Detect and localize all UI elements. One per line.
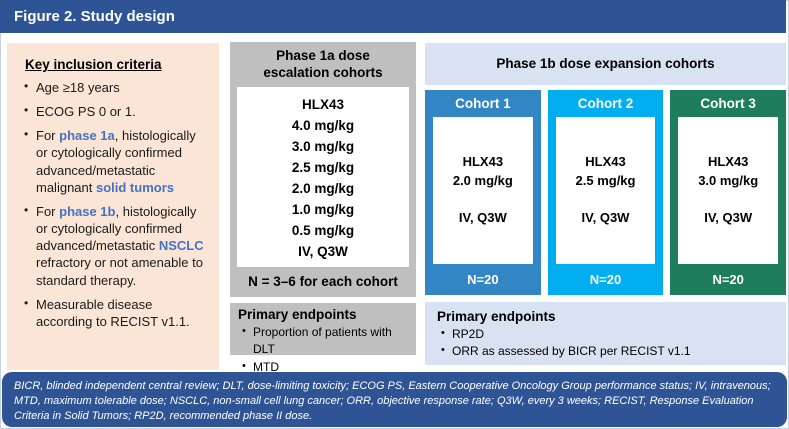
cohort-3-box: Cohort 3 HLX43 3.0 mg/kg IV, Q3W N=20 — [670, 90, 787, 295]
list-item: ECOG PS 0 or 1. — [19, 103, 209, 120]
cohort-1-body: HLX43 2.0 mg/kg IV, Q3W — [433, 117, 533, 264]
inclusion-heading: Key inclusion criteria — [25, 57, 162, 72]
dose-line: 3.0 mg/kg — [291, 138, 355, 154]
accent-text-nsclc: NSCLC — [158, 238, 204, 254]
cohort-2-box: Cohort 2 HLX43 2.5 mg/kg IV, Q3W N=20 — [547, 90, 664, 295]
dose-line: 4.0 mg/kg — [291, 117, 355, 133]
dose-line: 0.5 mg/kg — [291, 222, 355, 238]
cohort-1-n: N=20 — [467, 272, 499, 287]
cohort-3-label: Cohort 3 — [700, 96, 756, 111]
dose-line: HLX43 — [301, 96, 345, 112]
text-segment: , histologically or cytologically confir… — [36, 203, 197, 254]
text-segment: Measurable disease according to RECIST v… — [36, 296, 190, 329]
cohort-1-label: Cohort 1 — [455, 96, 511, 111]
endpoints-list: RP2D ORR as assessed by BICR per RECIST … — [437, 326, 776, 361]
accent-text-phase-1a: phase 1a — [59, 128, 115, 144]
phase-1a-header: Phase 1a dose escalation cohorts — [263, 48, 383, 80]
text-segment: refractory or not amenable to standard t… — [36, 255, 203, 288]
dose-line: IV, Q3W — [298, 243, 348, 259]
text-segment: ECOG PS 0 or 1. — [36, 104, 136, 120]
cohort-dose: 2.5 mg/kg — [575, 173, 636, 189]
dose-line: 2.0 mg/kg — [291, 180, 355, 196]
accent-text-solid-tumors: solid tumors — [95, 179, 174, 195]
list-item: For phase 1a, histologically or cytologi… — [19, 127, 209, 196]
list-item: MTD — [238, 359, 410, 376]
list-item: For phase 1b, histologically or cytologi… — [19, 203, 209, 289]
cohort-3-body: HLX43 3.0 mg/kg IV, Q3W — [678, 117, 779, 264]
dose-line: 2.5 mg/kg — [291, 159, 355, 175]
cohort-2-label: Cohort 2 — [577, 96, 634, 111]
endpoints-list: Proportion of patients with DLT MTD — [238, 324, 410, 376]
list-item: Measurable disease according to RECIST v… — [19, 296, 209, 330]
phase-1a-panel: Phase 1a dose escalation cohorts HLX43 4… — [230, 42, 416, 297]
cohort-dose: 3.0 mg/kg — [698, 173, 759, 189]
phase-1b-header: Phase 1b dose expansion cohorts — [425, 43, 786, 85]
list-item: Age ≥18 years — [19, 79, 209, 96]
cohort-drug: HLX43 — [707, 154, 749, 170]
phase-1b-cohorts-row: Cohort 1 HLX43 2.0 mg/kg IV, Q3W N=20 Co… — [425, 90, 787, 295]
phase-1a-dose-box: HLX43 4.0 mg/kg 3.0 mg/kg 2.5 mg/kg 2.0 … — [237, 86, 409, 267]
endpoints-heading: Primary endpoints — [437, 309, 556, 324]
text-segment: For — [36, 203, 60, 219]
dose-line: 1.0 mg/kg — [291, 201, 355, 217]
text-segment: For — [36, 128, 60, 144]
cohort-1-box: Cohort 1 HLX43 2.0 mg/kg IV, Q3W N=20 — [425, 90, 541, 295]
cohort-2-n: N=20 — [589, 272, 622, 287]
phase-1b-endpoints-panel: Primary endpoints RP2D ORR as assessed b… — [425, 302, 786, 365]
phase-1a-endpoints-panel: Primary endpoints Proportion of patients… — [230, 303, 416, 375]
cohort-2-body: HLX43 2.5 mg/kg IV, Q3W — [555, 117, 656, 264]
text-segment: , histologically or cytologically confir… — [36, 128, 196, 195]
text-segment: Age ≥18 years — [36, 80, 120, 95]
cohort-3-n: N=20 — [712, 272, 744, 287]
cohort-schedule: IV, Q3W — [458, 209, 507, 225]
cohort-dose: 2.0 mg/kg — [452, 173, 513, 189]
accent-text-phase-1b: phase 1b — [59, 203, 116, 219]
figure-title: Figure 2. Study design — [0, 0, 786, 33]
cohort-schedule: IV, Q3W — [581, 209, 630, 225]
cohort-drug: HLX43 — [462, 154, 504, 170]
endpoints-heading: Primary endpoints — [238, 307, 357, 322]
inclusion-criteria-panel: Key inclusion criteria Age ≥18 years ECO… — [7, 43, 219, 370]
inclusion-bullet-list: Age ≥18 years ECOG PS 0 or 1. For phase … — [19, 79, 209, 330]
cohort-drug: HLX43 — [585, 154, 626, 170]
phase-1a-cohort-size-note: N = 3–6 for each cohort — [248, 274, 398, 290]
abbreviations-footnote: BICR, blinded independent central review… — [2, 372, 787, 427]
list-item: ORR as assessed by BICR per RECIST v1.1 — [437, 343, 776, 360]
list-item: Proportion of patients with DLT — [238, 324, 410, 359]
list-item: RP2D — [437, 326, 776, 343]
cohort-schedule: IV, Q3W — [704, 209, 753, 225]
